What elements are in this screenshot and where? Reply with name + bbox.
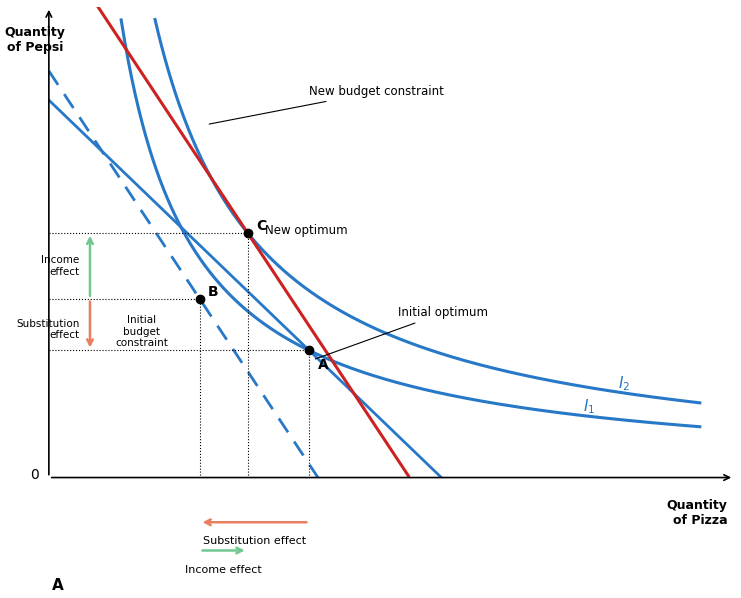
Text: Income effect: Income effect xyxy=(185,565,262,575)
Text: A: A xyxy=(53,578,64,593)
Text: Initial optimum: Initial optimum xyxy=(315,306,488,359)
Text: Substitution
effect: Substitution effect xyxy=(16,319,80,340)
Text: New budget constraint: New budget constraint xyxy=(209,85,444,124)
Text: Quantity
of Pepsi: Quantity of Pepsi xyxy=(4,26,66,54)
Text: A: A xyxy=(317,358,328,371)
Text: B: B xyxy=(207,285,219,300)
Text: $I_1$: $I_1$ xyxy=(583,398,596,416)
Text: $I_2$: $I_2$ xyxy=(617,374,630,393)
Text: Income
effect: Income effect xyxy=(41,255,80,276)
Text: Substitution effect: Substitution effect xyxy=(203,536,306,547)
Text: 0: 0 xyxy=(30,468,39,482)
Text: Quantity
of Pizza: Quantity of Pizza xyxy=(666,499,727,527)
Text: Initial
budget
constraint: Initial budget constraint xyxy=(115,315,167,348)
Text: C: C xyxy=(256,219,266,233)
Text: New optimum: New optimum xyxy=(265,224,348,237)
